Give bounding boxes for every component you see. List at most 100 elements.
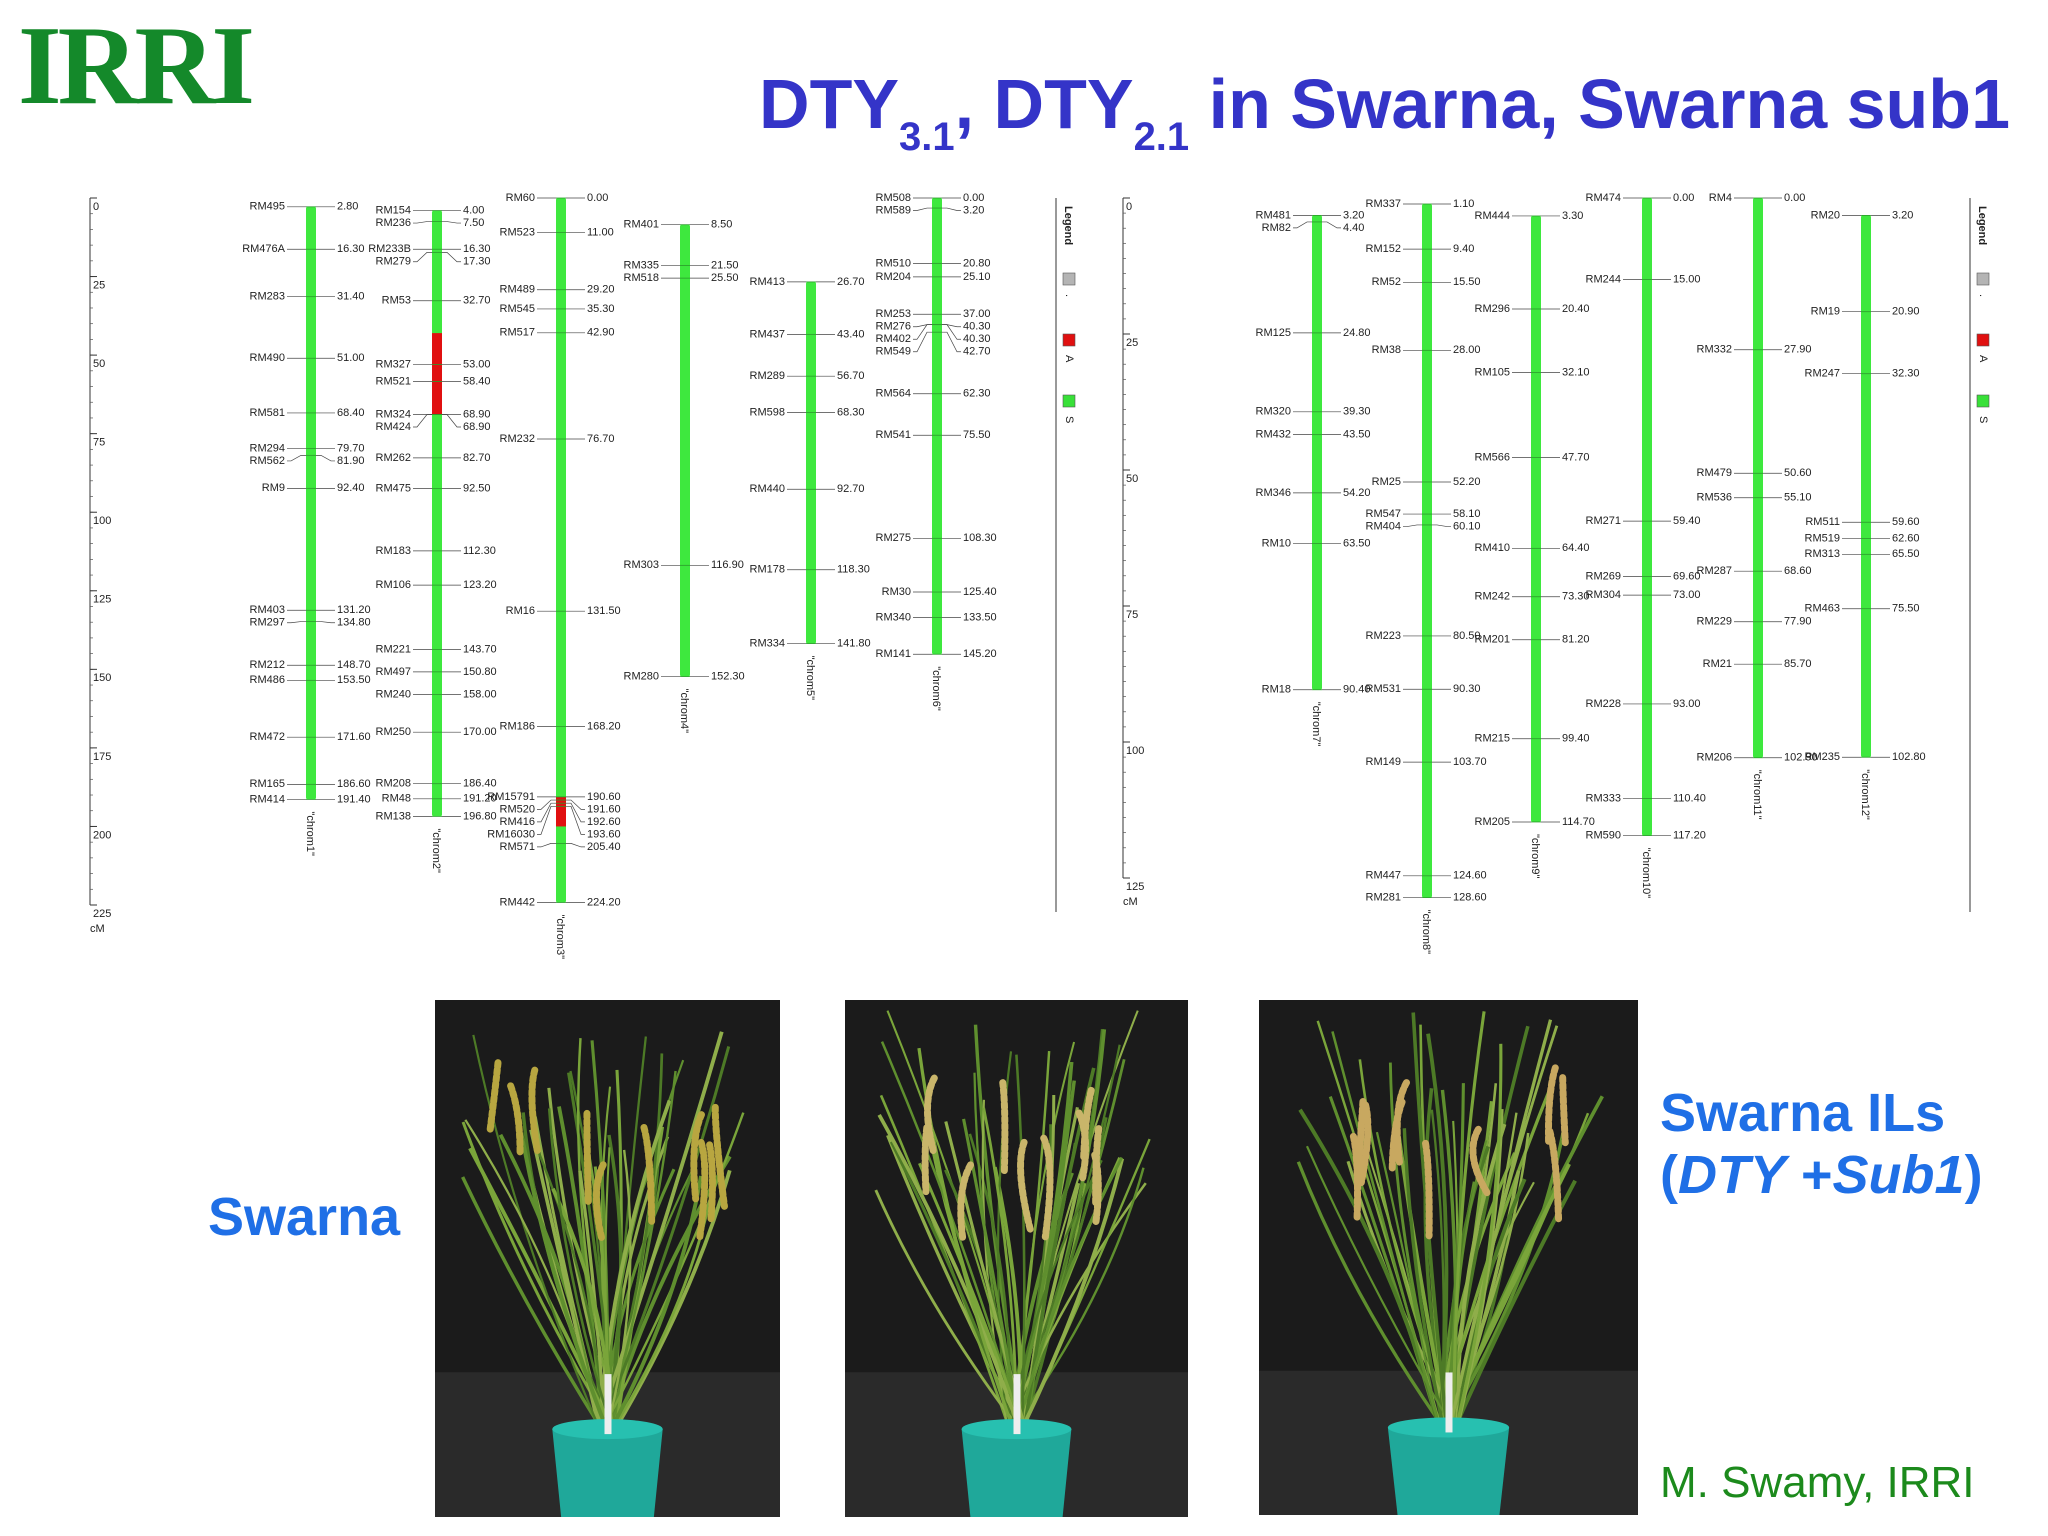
leaf [918,1162,1025,1430]
marker-name: RM280 [624,670,659,682]
marker-position: 51.00 [337,352,365,364]
legend-label: S [1063,416,1075,423]
panicle [1075,1109,1090,1182]
panicle [1354,1098,1367,1171]
scale-tick-label: 0 [1126,201,1132,213]
marker-position: 186.60 [337,778,371,790]
marker-name: RM424 [376,421,411,433]
plant-tag [604,1374,612,1435]
marker-name: RM334 [750,637,785,649]
marker-position: 73.00 [1673,589,1701,601]
marker-name: RM240 [376,688,411,700]
ils-label: Swarna ILs [1660,1083,1946,1143]
marker-name: RM479 [1697,467,1732,479]
marker-position: 92.50 [463,483,491,495]
marker-position: 3.30 [1562,210,1583,222]
pot [552,1429,663,1517]
ils-text: + [1785,1145,1833,1205]
marker-position: 90.30 [1453,683,1481,695]
chromosome-label: "chrom4" [678,689,690,734]
marker-name: RM16 [506,605,535,617]
marker-position: 85.70 [1784,658,1812,670]
marker-position: 110.40 [1673,792,1706,804]
marker-connector [413,252,432,263]
marker-position: 0.00 [963,192,984,204]
scale-tick-label: 0 [93,201,99,213]
marker-position: 114.70 [1562,816,1595,828]
marker-name: RM486 [250,674,285,686]
marker-position: 59.40 [1673,515,1701,527]
title-text: DTY [759,65,900,143]
leaf [1452,1011,1486,1428]
marker-position: 62.60 [1892,532,1920,544]
marker-name: RM327 [376,358,411,370]
marker-connector [316,621,335,624]
marker-position: 40.30 [963,333,991,345]
marker-name: RM403 [250,604,285,616]
panicle [1040,1134,1054,1241]
marker-name: RM541 [876,429,911,441]
marker-name: RM566 [1475,451,1510,463]
marker-name: RM82 [1262,222,1291,234]
panicle [706,1141,716,1223]
scale-tick-label: 50 [1126,473,1138,485]
marker-name: RM60 [506,192,535,204]
leaf [877,1113,1021,1430]
leaf [1454,1043,1503,1428]
leaf [981,1099,1009,1430]
marker-position: 131.50 [587,605,621,617]
marker-name: RM125 [1256,327,1291,339]
marker-position: 186.40 [463,778,497,790]
marker-connector [566,843,585,848]
marker-name: RM283 [250,291,285,303]
introgression-segment [432,333,442,415]
marker-position: 75.50 [963,429,991,441]
marker-name: RM333 [1586,792,1621,804]
leaf [1402,1128,1446,1428]
marker-name: RM463 [1805,603,1840,615]
marker-name: RM401 [624,219,659,231]
marker-name: RM320 [1256,406,1291,418]
marker-position: 191.40 [337,793,371,805]
marker-name: RM276 [876,321,911,333]
marker-position: 133.50 [963,611,997,623]
marker-position: 28.00 [1453,344,1481,356]
marker-position: 58.40 [463,375,491,387]
marker-name: RM208 [376,778,411,790]
marker-name: RM332 [1697,344,1732,356]
panicle [1357,1101,1372,1187]
panicle [957,1161,975,1241]
marker-name: RM490 [250,352,285,364]
marker-position: 123.20 [463,579,497,591]
marker-position: 117.20 [1673,829,1706,841]
marker-name: RM589 [876,204,911,216]
marker-name: RM25 [1372,476,1401,488]
marker-position: 0.00 [587,192,608,204]
marker-name: RM149 [1366,756,1401,768]
marker-position: 68.90 [463,408,491,420]
marker-name: RM186 [500,720,535,732]
marker-connector [537,799,556,810]
marker-name: RM253 [876,308,911,320]
marker-name: RM247 [1805,368,1840,380]
marker-name: RM18 [1262,684,1291,696]
leaf [472,1034,601,1430]
marker-name: RM236 [376,217,411,229]
legend-label: S [1977,416,1989,423]
marker-name: RM562 [250,455,285,467]
marker-connector [913,207,932,211]
chromosome-label: "chrom10" [1640,848,1652,899]
marker-name: RM52 [1372,276,1401,288]
marker-name: RM233B [368,243,411,255]
marker-connector [942,331,961,353]
leaf [1016,1156,1124,1430]
marker-connector [413,414,432,428]
scale-tick-label: 125 [1126,881,1144,893]
marker-position: 65.50 [1892,548,1920,560]
plant-photo [845,1000,1188,1517]
marker-name: RM269 [1586,571,1621,583]
leaf [1448,1019,1553,1428]
marker-position: 118.30 [837,564,870,576]
marker-name: RM271 [1586,515,1621,527]
